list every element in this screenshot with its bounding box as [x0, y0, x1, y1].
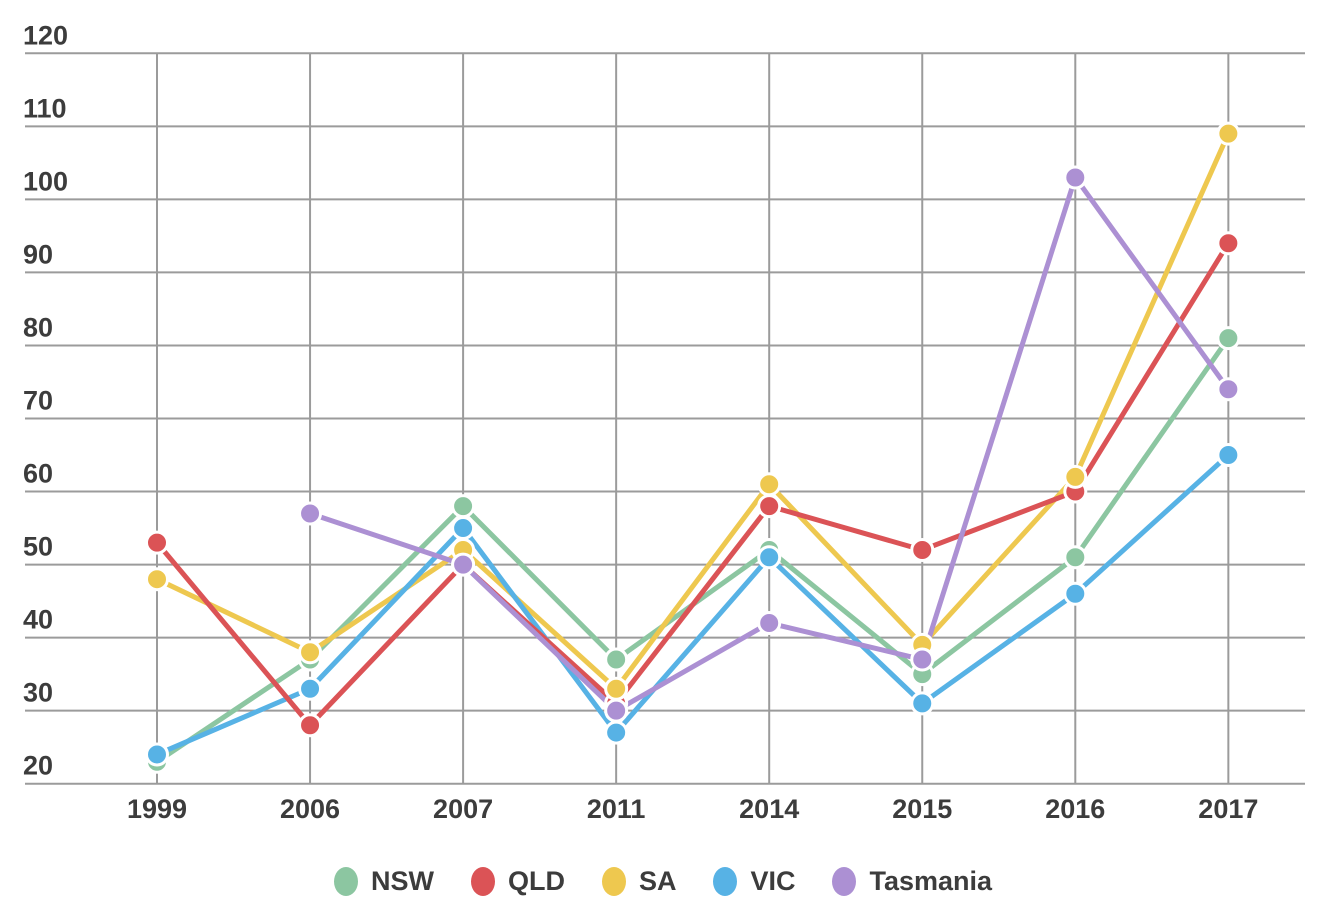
legend-label-sa: SA	[638, 866, 677, 896]
point-sa-2016	[1063, 464, 1088, 489]
legend-swatch-nsw	[333, 867, 358, 896]
series-line-qld	[154, 240, 1231, 728]
point-vic-1999	[145, 742, 169, 767]
legend-swatch-vic	[713, 867, 738, 896]
x-tick-label-2006: 2006	[280, 794, 340, 824]
point-nsw-2017	[1216, 326, 1241, 351]
y-tick-label-30: 30	[23, 678, 53, 708]
point-sa-1999	[145, 567, 169, 592]
y-tick-label-80: 80	[23, 312, 53, 342]
legend-item-tasmania[interactable]: Tasmania	[832, 866, 992, 897]
y-tick-label-40: 40	[23, 605, 53, 635]
point-tasmania-2014	[757, 611, 782, 636]
point-tasmania-2011	[604, 698, 629, 723]
y-tick-label-20: 20	[23, 751, 53, 781]
point-nsw-2011	[604, 647, 629, 672]
point-qld-1999	[145, 530, 169, 555]
legend-swatch-tasmania	[832, 867, 857, 896]
x-tick-label-2014: 2014	[739, 794, 799, 824]
y-tick-label-70: 70	[23, 386, 53, 416]
point-vic-2016	[1063, 581, 1088, 606]
x-tick-label-2007: 2007	[433, 794, 493, 824]
series-line-sa	[154, 131, 1231, 692]
legend-item-vic[interactable]: VIC	[713, 866, 795, 897]
point-sa-2006	[298, 640, 323, 665]
point-qld-2006	[298, 713, 323, 738]
legend-label-vic: VIC	[750, 866, 796, 896]
point-tasmania-2016	[1063, 165, 1088, 190]
y-tick-label-100: 100	[23, 166, 68, 196]
y-tick-label-120: 120	[23, 20, 68, 50]
series-line-vic	[154, 452, 1231, 757]
point-sa-2014	[757, 472, 782, 497]
chart-legend: NSW QLD SA VIC Tasmania	[0, 866, 1326, 897]
point-qld-2017	[1216, 231, 1241, 256]
x-tick-label-1999: 1999	[127, 794, 187, 824]
point-qld-2014	[757, 494, 782, 519]
y-tick-label-50: 50	[23, 532, 53, 562]
legend-item-qld[interactable]: QLD	[470, 866, 565, 897]
point-tasmania-2007	[451, 552, 476, 577]
legend-item-nsw[interactable]: NSW	[333, 866, 434, 897]
x-tick-label-2015: 2015	[892, 794, 952, 824]
point-nsw-2016	[1063, 545, 1088, 570]
legend-label-qld: QLD	[507, 866, 565, 896]
legend-swatch-qld	[470, 867, 495, 896]
point-nsw-2007	[451, 494, 476, 519]
y-tick-label-60: 60	[23, 459, 53, 489]
legend-swatch-sa	[601, 867, 626, 896]
point-qld-2015	[910, 537, 935, 562]
x-tick-label-2016: 2016	[1045, 794, 1105, 824]
point-vic-2017	[1216, 443, 1241, 468]
x-tick-label-2011: 2011	[587, 794, 646, 824]
legend-label-nsw: NSW	[370, 866, 434, 896]
point-tasmania-2015	[910, 647, 935, 672]
point-tasmania-2006	[298, 501, 323, 526]
point-sa-2011	[604, 676, 629, 701]
point-vic-2011	[604, 720, 629, 745]
legend-label-tasmania: Tasmania	[869, 866, 993, 896]
legend-item-sa[interactable]: SA	[601, 866, 677, 897]
point-tasmania-2017	[1216, 377, 1241, 402]
point-vic-2007	[451, 516, 476, 541]
y-tick-label-110: 110	[23, 93, 67, 123]
point-vic-2006	[298, 676, 323, 701]
x-tick-label-2017: 2017	[1198, 794, 1258, 824]
point-vic-2015	[910, 691, 935, 716]
chart-canvas: 20 30 40 50 60 70 80 90 100 110 120 1999 2006 2007 201…	[23, 20, 1305, 824]
y-tick-label-90: 90	[23, 239, 53, 269]
point-vic-2014	[757, 545, 782, 570]
point-sa-2017	[1216, 121, 1241, 146]
